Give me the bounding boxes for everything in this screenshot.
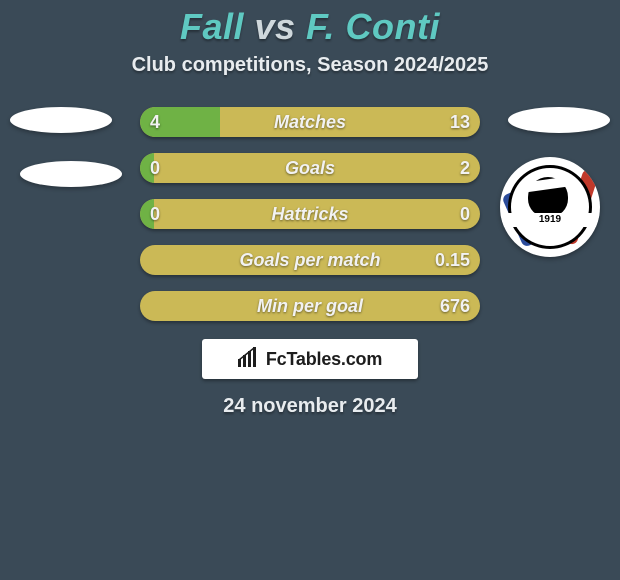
player1-name: Fall [180,6,244,47]
stat-row: 4 Matches 13 [0,107,620,137]
stat-bar-track [140,107,480,137]
brand-text: FcTables.com [266,349,382,370]
stat-bar-track [140,245,480,275]
stat-bar-track [140,291,480,321]
stat-row: 0 Hattricks 0 [0,199,620,229]
subtitle: Club competitions, Season 2024/2025 [0,54,620,77]
stat-row: 0 Goals 2 [0,153,620,183]
stat-bar-track [140,199,480,229]
stat-value-right: 0 [460,199,470,229]
page-title: Fall vs F. Conti [0,0,620,48]
stat-row: Min per goal 676 [0,291,620,321]
stat-value-right: 676 [440,291,470,321]
stat-value-left: 4 [150,107,160,137]
stat-bar-track [140,153,480,183]
comparison-card: Fall vs F. Conti Club competitions, Seas… [0,0,620,580]
vs-label: vs [254,6,295,47]
stats-area: 1919 4 Matches 13 0 Goals 2 0 Hattricks [0,107,620,321]
date-label: 24 november 2024 [0,395,620,418]
stat-value-right: 2 [460,153,470,183]
stat-value-left: 0 [150,199,160,229]
stat-value-left: 0 [150,153,160,183]
brand-box: FcTables.com [202,339,418,379]
brand-bars-icon [238,347,260,372]
stat-row: Goals per match 0.15 [0,245,620,275]
stat-value-right: 0.15 [435,245,470,275]
player2-name: F. Conti [306,6,440,47]
stat-value-right: 13 [450,107,470,137]
